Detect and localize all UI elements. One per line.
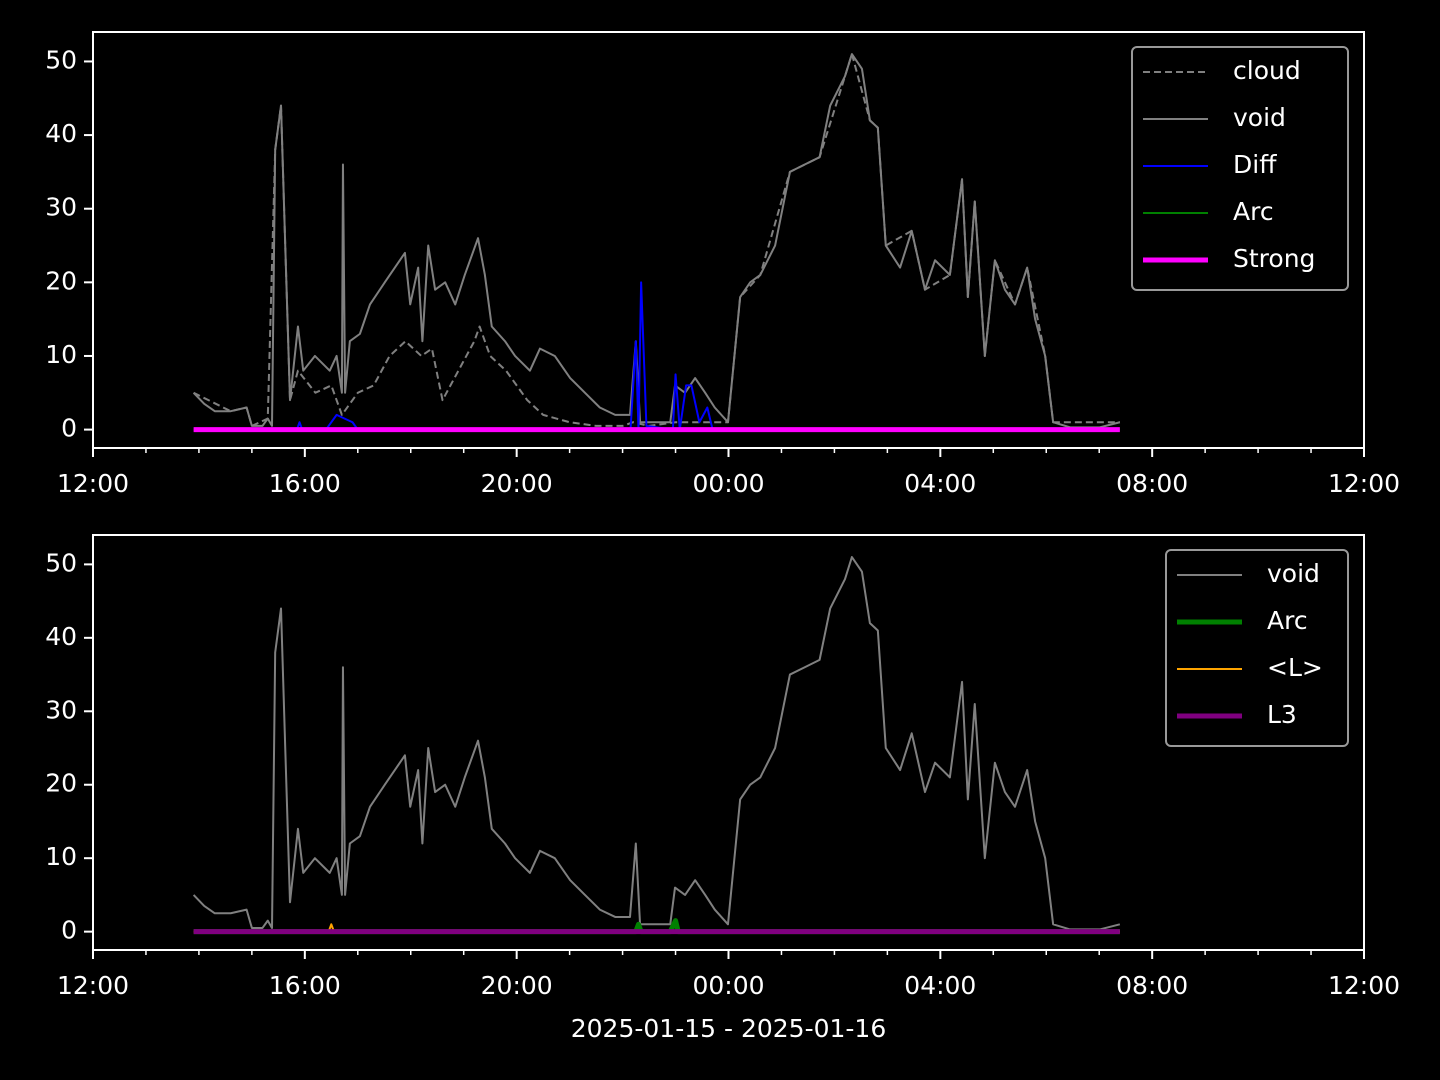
legend-label: Strong xyxy=(1233,244,1315,273)
y-tick-label: 10 xyxy=(45,340,77,369)
y-tick-label: 30 xyxy=(45,695,77,724)
y-tick-label: 30 xyxy=(45,193,77,222)
x-tick-label: 04:00 xyxy=(904,469,976,498)
y-tick-label: 10 xyxy=(45,842,77,871)
x-tick-label: 04:00 xyxy=(904,971,976,1000)
legend-label: Diff xyxy=(1233,150,1277,179)
legend-label: void xyxy=(1267,559,1320,588)
x-tick-label: 20:00 xyxy=(481,971,553,1000)
x-axis-label: 2025-01-15 - 2025-01-16 xyxy=(571,1014,887,1043)
y-tick-label: 50 xyxy=(45,548,77,577)
legend-box xyxy=(1165,549,1349,747)
series-line xyxy=(192,556,1121,931)
x-tick-label: 08:00 xyxy=(1116,971,1188,1000)
legend-label: <L> xyxy=(1267,653,1323,682)
y-tick-label: 0 xyxy=(61,414,77,443)
legend-label: Arc xyxy=(1233,197,1274,226)
y-tick-label: 40 xyxy=(45,119,77,148)
axes-frame xyxy=(92,534,1365,951)
x-tick-label: 00:00 xyxy=(692,971,764,1000)
x-tick-label: 16:00 xyxy=(269,469,341,498)
x-tick-label: 20:00 xyxy=(481,469,553,498)
legend-label: cloud xyxy=(1233,56,1301,85)
x-tick-label: 12:00 xyxy=(1328,971,1400,1000)
x-tick-label: 12:00 xyxy=(57,469,129,498)
y-tick-label: 0 xyxy=(61,916,77,945)
x-tick-label: 00:00 xyxy=(692,469,764,498)
x-tick-label: 16:00 xyxy=(269,971,341,1000)
legend-box xyxy=(1131,46,1349,291)
x-tick-label: 12:00 xyxy=(1328,469,1400,498)
y-tick-label: 20 xyxy=(45,266,77,295)
y-tick-label: 40 xyxy=(45,622,77,651)
axes-frame xyxy=(92,31,1365,449)
legend-label: L3 xyxy=(1267,700,1297,729)
x-tick-label: 08:00 xyxy=(1116,469,1188,498)
y-tick-label: 50 xyxy=(45,45,77,74)
y-tick-label: 20 xyxy=(45,769,77,798)
series-line xyxy=(192,53,1121,429)
legend-label: Arc xyxy=(1267,606,1308,635)
x-tick-label: 12:00 xyxy=(57,971,129,1000)
legend-label: void xyxy=(1233,103,1286,132)
